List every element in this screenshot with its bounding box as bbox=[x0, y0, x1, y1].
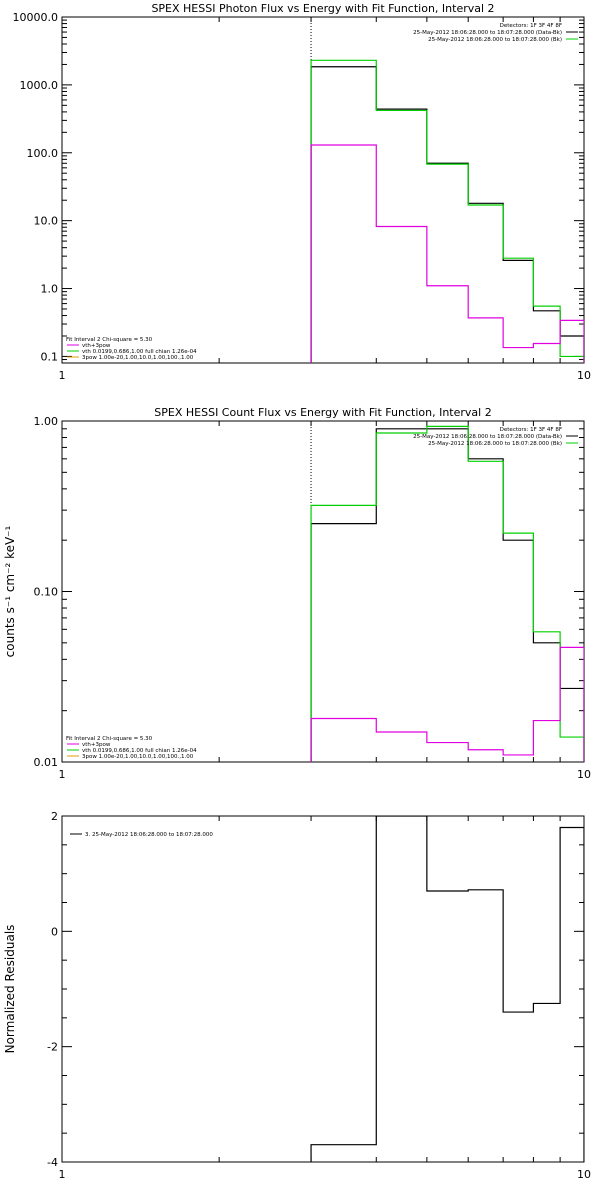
legend-left-entry: 3. 25-May-2012 18:06:28.000 to 18:07:28.… bbox=[85, 832, 213, 838]
series-line-2 bbox=[310, 144, 584, 363]
legend-right-entry: 25-May-2012 18:06:28.000 to 18:07:28.000… bbox=[413, 434, 562, 440]
series-line-0 bbox=[310, 66, 584, 363]
x-tick-label: 10 bbox=[577, 768, 591, 781]
series-line-0 bbox=[310, 428, 584, 762]
chart-title: SPEX HESSI Photon Flux vs Energy with Fi… bbox=[151, 2, 494, 15]
legend-left-entry: Fit Interval 2 Chi-square = 5.30 bbox=[66, 736, 153, 742]
legend-left-entry: 3pow 1.00e-20,1.00,10.0,1.00,100.,1.00 bbox=[82, 754, 194, 760]
legend-left-entry: vth 0.0199,0.686,1.00 full chian 1.26e-0… bbox=[82, 349, 197, 355]
y-tick-label: 10.0 bbox=[34, 215, 59, 228]
series-line-1 bbox=[310, 425, 584, 762]
x-axis-ticks: 1 10 bbox=[59, 17, 591, 382]
x-tick-label: 1 bbox=[59, 768, 66, 781]
y-tick-label: 1.0 bbox=[41, 283, 59, 296]
legend-left: 3. 25-May-2012 18:06:28.000 to 18:07:28.… bbox=[70, 832, 213, 838]
legend-left-entry: 3pow 1.00e-20,1.00,10.0,1.00,100.,1.00 bbox=[82, 355, 194, 361]
photon-flux-panel: SPEX HESSI Photon Flux vs Energy with Fi… bbox=[13, 2, 592, 382]
residuals-panel: 1 10 2 0 -2 -4 Normalized Residuals 3. 25-May-2… bbox=[3, 810, 591, 1181]
y-tick-label: 2 bbox=[51, 810, 58, 823]
legend-left: Fit Interval 2 Chi-square = 5.30vth+3pow… bbox=[66, 337, 197, 361]
plot-frame bbox=[61, 16, 585, 364]
series-line-0 bbox=[310, 816, 584, 1162]
y-axis-ticks: 1.00 0.10 0.01 bbox=[34, 415, 584, 769]
chart-title: SPEX HESSI Count Flux vs Energy with Fit… bbox=[154, 406, 491, 419]
x-tick-label: 10 bbox=[577, 369, 591, 382]
y-tick-label: 0.1 bbox=[41, 350, 59, 363]
x-axis-ticks: 1 10 bbox=[59, 816, 591, 1181]
series-line-2 bbox=[310, 646, 584, 762]
y-tick-label: 0.10 bbox=[34, 586, 59, 599]
series-line-1 bbox=[310, 59, 584, 363]
plot-frame bbox=[61, 420, 585, 763]
y-tick-label: 1000.0 bbox=[20, 79, 59, 92]
y-tick-label: 100.0 bbox=[27, 147, 59, 160]
legend-right-entry: 25-May-2012 18:06:28.000 to 18:07:28.000… bbox=[428, 441, 562, 447]
legend-right-entry: Detectors: 1F 3F 4F 8F bbox=[500, 427, 562, 433]
y-tick-label: 1.00 bbox=[34, 415, 59, 428]
x-axis-ticks: 1 10 bbox=[59, 421, 591, 781]
y-tick-label: 0.01 bbox=[34, 756, 59, 769]
y-tick-label: 10000.0 bbox=[13, 11, 59, 24]
series-group bbox=[310, 59, 584, 363]
legend-right-entry: 25-May-2012 18:06:28.000 to 18:07:28.000… bbox=[428, 37, 562, 43]
legend-right-entry: Detectors: 1F 3F 4F 8F bbox=[500, 23, 562, 29]
y-axis-ticks: 10000.0 1000.0 100.0 10.0 1.0 0.1 bbox=[13, 11, 584, 364]
y-tick-label: -2 bbox=[47, 1041, 58, 1054]
x-tick-label: 10 bbox=[577, 1168, 591, 1181]
count-flux-panel: SPEX HESSI Count Flux vs Energy with Fit… bbox=[3, 406, 591, 781]
y-tick-label: 0 bbox=[51, 925, 58, 938]
y-axis-ticks: 2 0 -2 -4 bbox=[47, 810, 584, 1169]
x-tick-label: 1 bbox=[59, 1168, 66, 1181]
legend-left-entry: Fit Interval 2 Chi-square = 5.30 bbox=[66, 337, 153, 343]
legend-left-entry: vth+3pow bbox=[82, 742, 111, 748]
legend-left-entry: vth 0.0199,0.686,1.00 full chian 1.26e-0… bbox=[82, 748, 197, 754]
x-tick-label: 1 bbox=[59, 369, 66, 382]
legend-left: Fit Interval 2 Chi-square = 5.30vth+3pow… bbox=[66, 736, 197, 760]
plot-frame bbox=[61, 815, 585, 1163]
y-axis-label: Normalized Residuals bbox=[3, 925, 17, 1054]
y-tick-label: -4 bbox=[47, 1156, 58, 1169]
series-group bbox=[310, 816, 584, 1162]
legend-right-entry: 25-May-2012 18:06:28.000 to 18:07:28.000… bbox=[413, 30, 562, 36]
series-group bbox=[310, 425, 584, 762]
y-axis-label: counts s⁻¹ cm⁻² keV⁻¹ bbox=[3, 525, 17, 657]
legend-left-entry: vth+3pow bbox=[82, 343, 111, 349]
